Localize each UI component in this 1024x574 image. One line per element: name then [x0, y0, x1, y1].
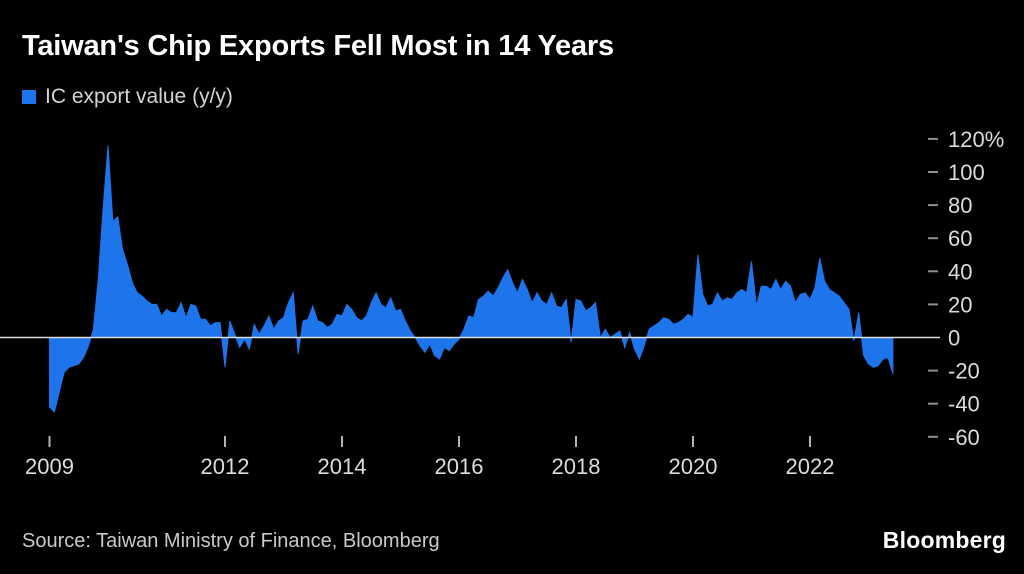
- legend-label: IC export value (y/y): [45, 85, 233, 108]
- x-axis-tick-label: 2022: [786, 454, 835, 479]
- y-axis-tick-label: 80: [948, 193, 972, 218]
- legend: IC export value (y/y): [22, 86, 233, 107]
- x-axis-tick-label: 2020: [669, 454, 718, 479]
- source-note: Source: Taiwan Ministry of Finance, Bloo…: [22, 530, 440, 552]
- y-axis-tick-label: 120%: [948, 127, 1004, 152]
- y-axis-tick-label: 100: [948, 160, 985, 185]
- y-axis-tick-label: 0: [948, 326, 960, 351]
- y-axis-tick-label: -60: [948, 425, 980, 450]
- x-axis-tick-label: 2012: [201, 454, 250, 479]
- y-axis-tick-label: 20: [948, 292, 972, 317]
- chart-title: Taiwan's Chip Exports Fell Most in 14 Ye…: [22, 30, 614, 62]
- x-axis-tick-label: 2014: [318, 454, 367, 479]
- y-axis-tick-label: -20: [948, 359, 980, 384]
- x-axis-tick-label: 2016: [435, 454, 484, 479]
- bloomberg-logo: Bloomberg: [882, 527, 1006, 553]
- y-axis-tick-label: 60: [948, 226, 972, 251]
- area-series: [49, 145, 894, 413]
- legend-swatch: [22, 89, 36, 104]
- x-axis-tick-label: 2009: [25, 454, 74, 479]
- x-axis-tick-label: 2018: [552, 454, 601, 479]
- y-axis-tick-label: 40: [948, 259, 972, 284]
- y-axis-tick-label: -40: [948, 392, 980, 417]
